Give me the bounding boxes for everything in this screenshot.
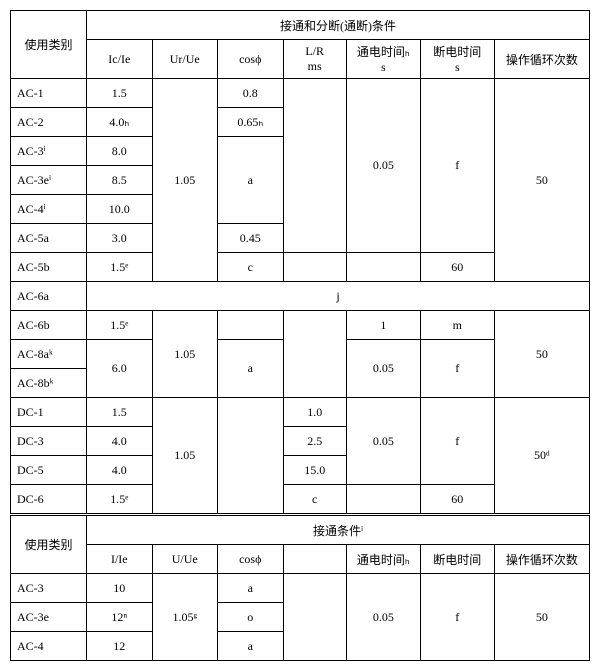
col-ur-ue: Ur/Ue bbox=[152, 40, 217, 79]
col-cycles: 操作循环次数 bbox=[494, 40, 589, 79]
table-row: AC-6b 1.5ᵉ 1.05 1 m 50 bbox=[11, 311, 590, 340]
col-cosphi-2: cosϕ bbox=[218, 545, 283, 574]
col-off-time: 断电时间s bbox=[420, 40, 494, 79]
header-group-2: 接通条件ⁱ bbox=[87, 515, 590, 545]
col-use-class: 使用类别 bbox=[11, 11, 87, 79]
col-lr: L/Rms bbox=[283, 40, 346, 79]
col-ic-ie: Ic/Ie bbox=[87, 40, 152, 79]
table-row: AC-3 10 1.05ᵍ a 0.05 f 50 bbox=[11, 574, 590, 603]
spec-table: 使用类别 接通和分断(通断)条件 Ic/Ie Ur/Ue cosϕ L/Rms … bbox=[10, 10, 590, 661]
table-row: AC-6a j bbox=[11, 282, 590, 311]
col-cycles-2: 操作循环次数 bbox=[494, 545, 589, 574]
table-row: AC-1 1.5 1.05 0.8 0.05 f 50 bbox=[11, 79, 590, 108]
col-on-time-2: 通电时间ₕ bbox=[346, 545, 420, 574]
col-off-time-2: 断电时间 bbox=[420, 545, 494, 574]
col-on-time: 通电时间ₕs bbox=[346, 40, 420, 79]
col-u-ue: U/Ue bbox=[152, 545, 217, 574]
col-use-class-2: 使用类别 bbox=[11, 515, 87, 574]
col-cosphi: cosϕ bbox=[218, 40, 283, 79]
col-i-ie: I/Ie bbox=[87, 545, 152, 574]
table-row: DC-1 1.5 1.05 1.0 0.05 f 50ᵈ bbox=[11, 398, 590, 427]
header-group-1: 接通和分断(通断)条件 bbox=[87, 11, 590, 40]
